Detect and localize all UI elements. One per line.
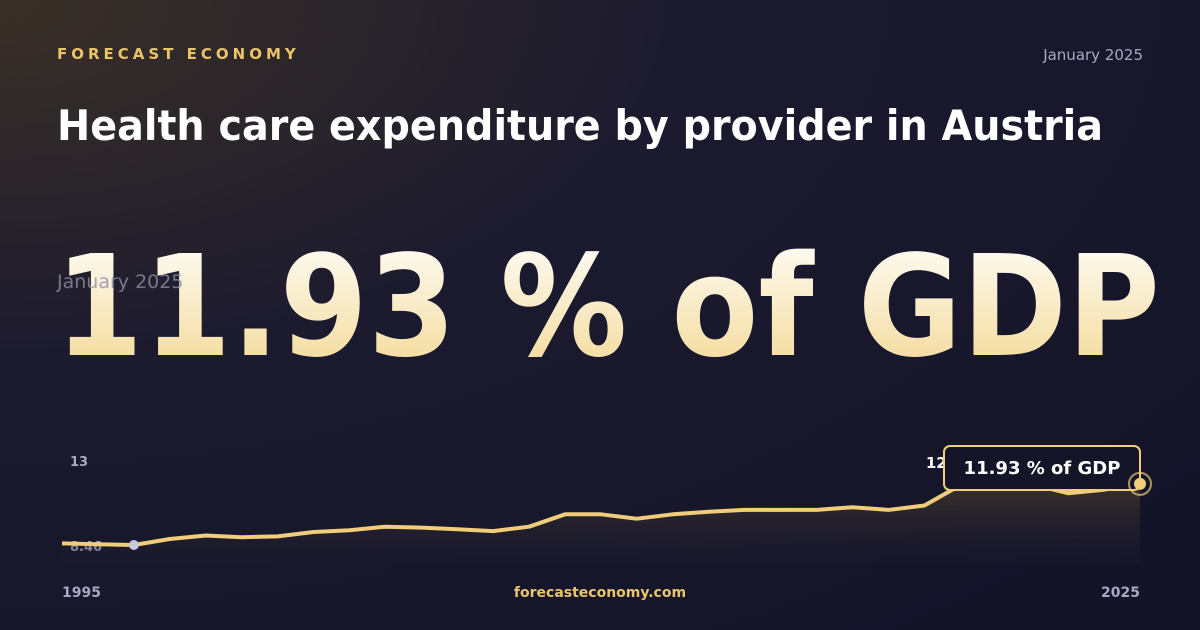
footer: forecasteconomy.com bbox=[514, 585, 686, 601]
x-tick-label: 1995 bbox=[62, 585, 101, 601]
end-label-box bbox=[943, 445, 1141, 491]
chart: 138.46199520251211.93 % of GDP bbox=[61, 445, 1152, 601]
brand: FORECAST ECONOMY bbox=[57, 45, 300, 63]
headline: 11.93 % of GDP bbox=[55, 226, 1160, 389]
end-label: 11.93 % of GDP bbox=[964, 458, 1121, 479]
x-tick-label: 2025 bbox=[1101, 585, 1140, 601]
area bbox=[62, 477, 1140, 565]
date: January 2025 bbox=[1042, 46, 1143, 64]
title: Health care expenditure by provider in A… bbox=[57, 101, 1103, 150]
y-tick-label: 13 bbox=[70, 455, 88, 470]
end-ring bbox=[1128, 471, 1152, 496]
headline-date: January 2025 bbox=[56, 271, 183, 293]
peak-label: 12 bbox=[926, 454, 947, 472]
min-point bbox=[128, 540, 139, 550]
end-point bbox=[1134, 477, 1146, 490]
